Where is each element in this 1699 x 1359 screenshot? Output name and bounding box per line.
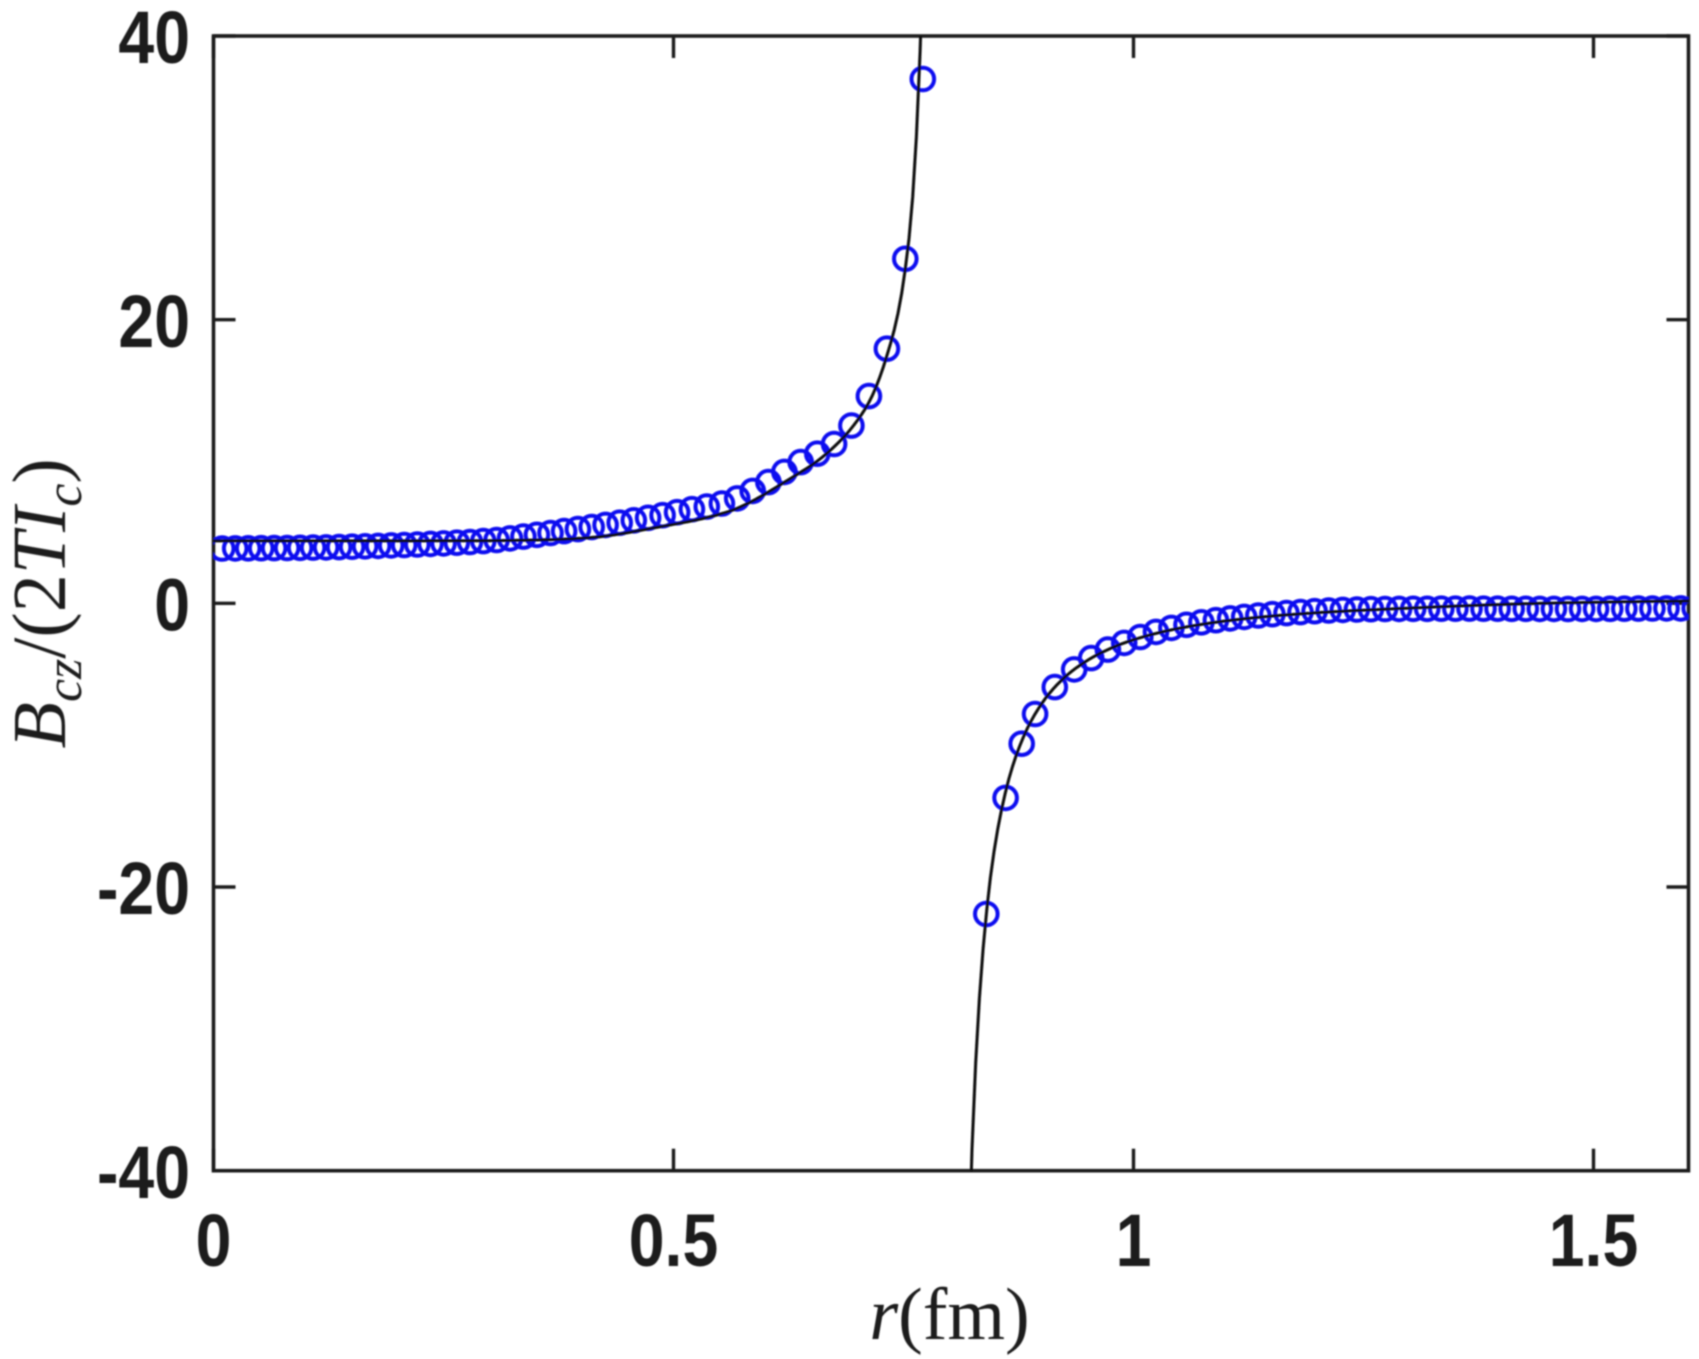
svg-text:40: 40 — [118, 0, 190, 79]
svg-text:Bcz/(2TIc): Bcz/(2TIc) — [0, 458, 93, 748]
svg-text:1: 1 — [1116, 1199, 1152, 1282]
svg-text:-40: -40 — [97, 1131, 190, 1214]
svg-text:20: 20 — [118, 280, 190, 363]
svg-text:r(fm): r(fm) — [869, 1274, 1029, 1356]
svg-text:1.5: 1.5 — [1549, 1199, 1638, 1282]
svg-text:0: 0 — [154, 563, 190, 646]
svg-text:0: 0 — [196, 1199, 232, 1282]
svg-text:0.5: 0.5 — [629, 1199, 718, 1282]
svg-text:-20: -20 — [97, 847, 190, 930]
